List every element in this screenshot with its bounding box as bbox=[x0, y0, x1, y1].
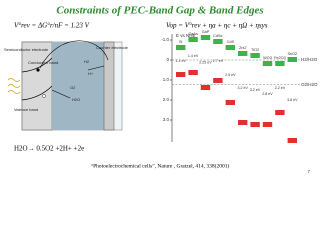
valence-band bbox=[238, 120, 248, 125]
conduction-band bbox=[200, 35, 211, 40]
band-gap: 3.2 eV bbox=[238, 86, 249, 90]
valence-band bbox=[200, 85, 211, 90]
tick-label: 2.0 bbox=[163, 97, 170, 102]
conduction-band bbox=[225, 45, 235, 50]
conduction-band bbox=[250, 53, 260, 58]
conduction-band bbox=[213, 39, 223, 44]
band-chart: E vs NHE -1.0 0 1.0 2.0 3.0 H2/H2O O2/H2O Si 1.1… bbox=[161, 30, 318, 143]
valence-band bbox=[275, 110, 285, 115]
material-name: TiO2 bbox=[251, 48, 259, 52]
conduction-band bbox=[275, 61, 285, 66]
material-name: CdS bbox=[227, 40, 235, 44]
electron bbox=[36, 68, 40, 72]
band-gap: 1.1 eV bbox=[176, 59, 187, 63]
valence-band bbox=[250, 122, 260, 127]
conduction-band bbox=[287, 57, 297, 62]
citation: “Photoelectrochemical cells”, Nature , G… bbox=[91, 162, 230, 169]
redox-label: O2/H2O bbox=[301, 82, 318, 87]
conduction-band bbox=[238, 51, 248, 56]
page-number: 7 bbox=[307, 169, 310, 174]
label: Counter electrode bbox=[96, 45, 129, 50]
label: O2 bbox=[70, 85, 76, 90]
counter-electrode bbox=[103, 41, 115, 131]
valence-band bbox=[176, 72, 186, 77]
valence-band bbox=[213, 78, 223, 83]
slide: Constraints of PEC-Band Gap & Band Edges… bbox=[4, 4, 319, 175]
band-gap: 2.5 eV bbox=[225, 73, 236, 77]
label: H+ bbox=[88, 71, 94, 76]
title: Constraints of PEC-Band Gap & Band Edges bbox=[56, 5, 263, 17]
material-name: ZnO bbox=[239, 46, 246, 50]
semiconductor bbox=[21, 41, 53, 131]
label: Valence band bbox=[14, 107, 38, 112]
equation-op: Vop = V°rev + ηa + ηc + ηΩ + ηsys bbox=[166, 22, 268, 30]
band-gap: 2.25 eV bbox=[199, 60, 212, 64]
band-gap: 1.7 eV bbox=[213, 59, 224, 63]
label: Conduction band bbox=[28, 60, 58, 65]
material-name: WO3 bbox=[263, 56, 272, 60]
tick-label: -1.0 bbox=[161, 37, 169, 42]
valence-band bbox=[225, 100, 235, 105]
electrolyte bbox=[52, 42, 104, 130]
equation-rev: V°rev = ΔG°r/nF = 1.23 V bbox=[14, 22, 90, 30]
conduction-band bbox=[188, 37, 198, 42]
band-gap: 1.4 eV bbox=[188, 54, 199, 58]
material-name: SnO2 bbox=[287, 52, 297, 56]
tick-label: 3.0 bbox=[163, 117, 170, 122]
band-gap: 3.2 eV bbox=[250, 88, 261, 92]
conduction-band-edge bbox=[21, 57, 53, 73]
valence-band bbox=[188, 70, 198, 75]
band-gap: 3.8 eV bbox=[287, 98, 298, 102]
conduction-band bbox=[262, 61, 273, 66]
cell-diagram: Semiconductor electrode Counter electrod… bbox=[4, 40, 129, 131]
valence-band bbox=[287, 138, 297, 143]
axis-label: E vs NHE bbox=[176, 33, 196, 38]
band-gap: 2.2 eV bbox=[275, 86, 286, 90]
material-name: GaP bbox=[202, 30, 210, 34]
tick-label: 0 bbox=[166, 57, 169, 62]
conduction-band bbox=[176, 45, 186, 50]
equation-reaction: H2O→ 0.5O2 +2H+ +2e bbox=[14, 145, 84, 153]
label: Semiconductor electrode bbox=[4, 47, 49, 52]
label: H2O bbox=[72, 97, 80, 102]
material-name: Si bbox=[179, 40, 183, 44]
electron-path bbox=[39, 40, 109, 69]
tick-label: 1.0 bbox=[163, 77, 170, 82]
material-name: CdSe bbox=[213, 34, 223, 38]
redox-label: H2/H2O bbox=[301, 57, 318, 62]
label: H2 bbox=[84, 59, 90, 64]
valence-band-edge bbox=[21, 85, 53, 101]
material-name: Fe2O3 bbox=[274, 56, 286, 60]
hole bbox=[42, 94, 46, 98]
material-name: GaAs bbox=[188, 32, 198, 36]
band-gap: 2.8 eV bbox=[262, 92, 273, 96]
valence-band bbox=[262, 122, 273, 127]
light bbox=[7, 78, 21, 94]
reaction-arrows bbox=[51, 65, 105, 99]
